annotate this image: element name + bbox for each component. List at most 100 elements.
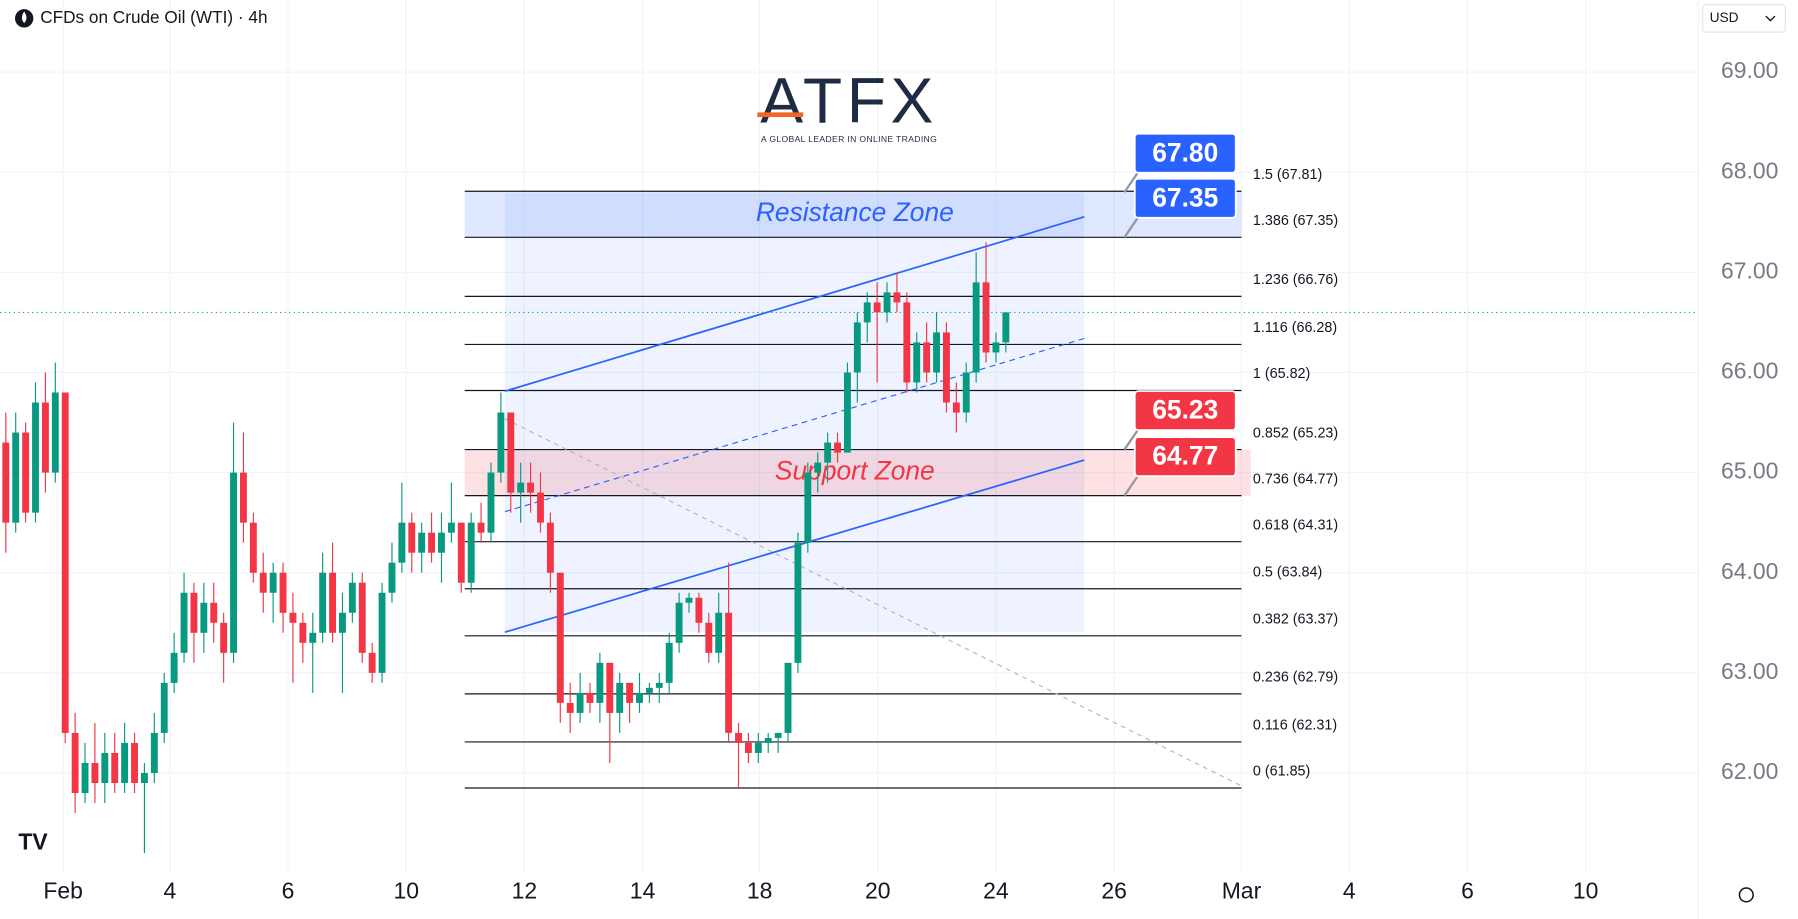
tv-logo: TV bbox=[18, 828, 48, 854]
candle-body bbox=[517, 482, 525, 493]
candle-body bbox=[883, 292, 891, 313]
y-tick-label: 67.00 bbox=[1721, 257, 1778, 283]
candle-body bbox=[32, 402, 39, 513]
candle-body bbox=[339, 612, 346, 633]
candle-body bbox=[636, 692, 643, 703]
candle-body bbox=[358, 582, 366, 653]
candle-body bbox=[398, 522, 406, 563]
zone-label: Resistance Zone bbox=[756, 197, 954, 227]
candle-body bbox=[893, 292, 901, 303]
candle-body bbox=[220, 622, 228, 653]
candle-body bbox=[655, 682, 663, 688]
x-tick-label: 6 bbox=[282, 878, 295, 904]
candle-body bbox=[467, 522, 475, 583]
candle-body bbox=[279, 572, 287, 613]
y-tick-label: 69.00 bbox=[1721, 57, 1778, 83]
candle-body bbox=[2, 442, 10, 523]
fib-levels: 1.5 (67.81) 1.386 (67.35) 1.236 (66.76) 1.1… bbox=[464, 167, 1338, 789]
fib-label: 0.116 (62.31) bbox=[1253, 718, 1337, 734]
x-tick-label: 6 bbox=[1461, 878, 1474, 904]
y-tick-label: 65.00 bbox=[1721, 458, 1778, 484]
candle-body bbox=[200, 602, 208, 633]
candle-body bbox=[715, 612, 723, 653]
candle-body bbox=[1002, 312, 1010, 343]
candle-body bbox=[41, 402, 49, 473]
candle-body bbox=[804, 472, 812, 543]
candle-body bbox=[249, 522, 257, 573]
candle-body bbox=[764, 737, 772, 743]
candle-body bbox=[428, 532, 436, 553]
x-tick-label: Feb bbox=[43, 878, 83, 904]
x-tick-label: 14 bbox=[630, 878, 656, 904]
candle-body bbox=[457, 522, 465, 583]
zones: Resistance Zone Support Zone bbox=[464, 191, 1251, 496]
candle-body bbox=[368, 652, 376, 673]
candle-body bbox=[160, 682, 168, 733]
candle-body bbox=[923, 342, 931, 373]
fib-label: 0.618 (64.31) bbox=[1253, 517, 1338, 533]
candle-body bbox=[111, 752, 119, 783]
candle-body bbox=[299, 622, 307, 643]
zone-label: Support Zone bbox=[775, 456, 935, 486]
candle-body bbox=[606, 662, 614, 713]
fib-label: 1.116 (66.28) bbox=[1253, 320, 1337, 336]
candle-body bbox=[269, 572, 277, 593]
y-tick-label: 62.00 bbox=[1721, 758, 1778, 784]
fib-label: 1.5 (67.81) bbox=[1253, 167, 1322, 183]
candle-body bbox=[527, 482, 535, 493]
channel-mid bbox=[504, 337, 1085, 513]
candle-body bbox=[744, 742, 752, 753]
candle-body bbox=[71, 732, 79, 794]
price-badges: 67.80 67.35 65.23 64.77 bbox=[1123, 132, 1237, 497]
candle-body bbox=[794, 542, 802, 663]
candle-body bbox=[12, 432, 20, 523]
candle-body bbox=[140, 772, 148, 783]
candle-body bbox=[863, 302, 871, 323]
x-tick-label: 10 bbox=[1573, 878, 1599, 904]
y-tick-label: 66.00 bbox=[1721, 358, 1778, 384]
candles bbox=[0, 242, 1699, 854]
candle-body bbox=[725, 612, 733, 733]
price-badge-label: 64.77 bbox=[1152, 441, 1218, 471]
channel-upper bbox=[504, 216, 1085, 393]
price-badge bbox=[1133, 132, 1237, 174]
x-tick-label: 4 bbox=[1343, 878, 1356, 904]
candle-body bbox=[477, 522, 485, 533]
currency-select[interactable] bbox=[1702, 4, 1786, 33]
x-tick-label: 10 bbox=[393, 878, 419, 904]
candle-body bbox=[101, 752, 109, 783]
x-tick-label: 18 bbox=[747, 878, 773, 904]
price-badge-label: 65.23 bbox=[1152, 395, 1218, 425]
fib-label: 0.382 (63.37) bbox=[1253, 612, 1338, 628]
candle-body bbox=[972, 282, 980, 373]
candle-body bbox=[626, 682, 634, 703]
candle-body bbox=[665, 642, 673, 683]
candle-body bbox=[150, 732, 158, 773]
candle-body bbox=[675, 602, 683, 643]
settings-icon[interactable] bbox=[1738, 887, 1754, 903]
candle-body bbox=[438, 532, 445, 553]
y-tick-label: 64.00 bbox=[1721, 558, 1778, 584]
candle-body bbox=[348, 582, 356, 613]
candle-body bbox=[289, 612, 297, 623]
candle-body bbox=[685, 597, 693, 603]
fib-label: 0.736 (64.77) bbox=[1253, 471, 1338, 487]
candle-body bbox=[992, 342, 1000, 353]
price-badge bbox=[1133, 390, 1237, 431]
candle-body bbox=[91, 762, 99, 783]
candle-body bbox=[388, 562, 396, 593]
candle-body bbox=[487, 472, 495, 533]
candle-body bbox=[329, 572, 337, 633]
candle-body bbox=[933, 332, 940, 373]
candle-body bbox=[913, 342, 921, 383]
x-tick-label: 12 bbox=[512, 878, 538, 904]
chart-title: CFDs on Crude Oil (WTI) · 4h bbox=[40, 7, 267, 27]
logo-tagline: A GLOBAL LEADER IN ONLINE TRADING bbox=[761, 134, 937, 144]
x-tick-label: 20 bbox=[865, 878, 891, 904]
candle-body bbox=[962, 372, 970, 413]
price-badge-label: 67.35 bbox=[1152, 182, 1218, 212]
candle-body bbox=[309, 632, 317, 643]
candle-body bbox=[259, 572, 267, 593]
candle-body bbox=[853, 322, 861, 373]
candle-body bbox=[596, 662, 604, 703]
